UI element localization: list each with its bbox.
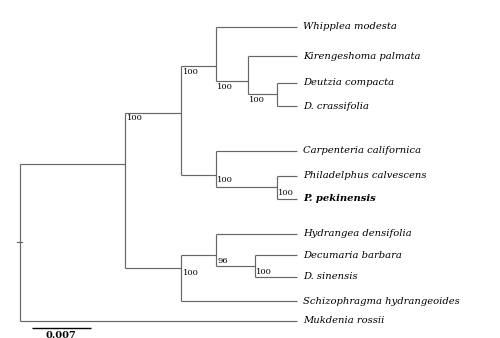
Text: 100: 100 <box>256 268 272 275</box>
Text: 100: 100 <box>217 83 233 91</box>
Text: Whipplea modesta: Whipplea modesta <box>303 22 397 31</box>
Text: Philadelphus calvescens: Philadelphus calvescens <box>303 171 426 180</box>
Text: 100: 100 <box>278 189 294 197</box>
Text: 100: 100 <box>217 176 233 185</box>
Text: D. sinensis: D. sinensis <box>303 272 358 281</box>
Text: 100: 100 <box>183 68 198 76</box>
Text: Hydrangea densifolia: Hydrangea densifolia <box>303 229 412 238</box>
Text: 0.007: 0.007 <box>46 331 76 338</box>
Text: Mukdenia rossii: Mukdenia rossii <box>303 316 384 325</box>
Text: 100: 100 <box>249 96 265 104</box>
Text: Decumaria barbara: Decumaria barbara <box>303 250 402 260</box>
Text: Deutzia compacta: Deutzia compacta <box>303 78 394 88</box>
Text: Carpenteria californica: Carpenteria californica <box>303 146 421 155</box>
Text: 100: 100 <box>183 269 198 277</box>
Text: D. crassifolia: D. crassifolia <box>303 101 369 111</box>
Text: Kirengeshoma palmata: Kirengeshoma palmata <box>303 52 420 61</box>
Text: 100: 100 <box>126 114 142 122</box>
Text: P. pekinensis: P. pekinensis <box>303 194 376 203</box>
Text: 96: 96 <box>217 257 228 265</box>
Text: Schizophragma hydrangeoides: Schizophragma hydrangeoides <box>303 297 460 306</box>
